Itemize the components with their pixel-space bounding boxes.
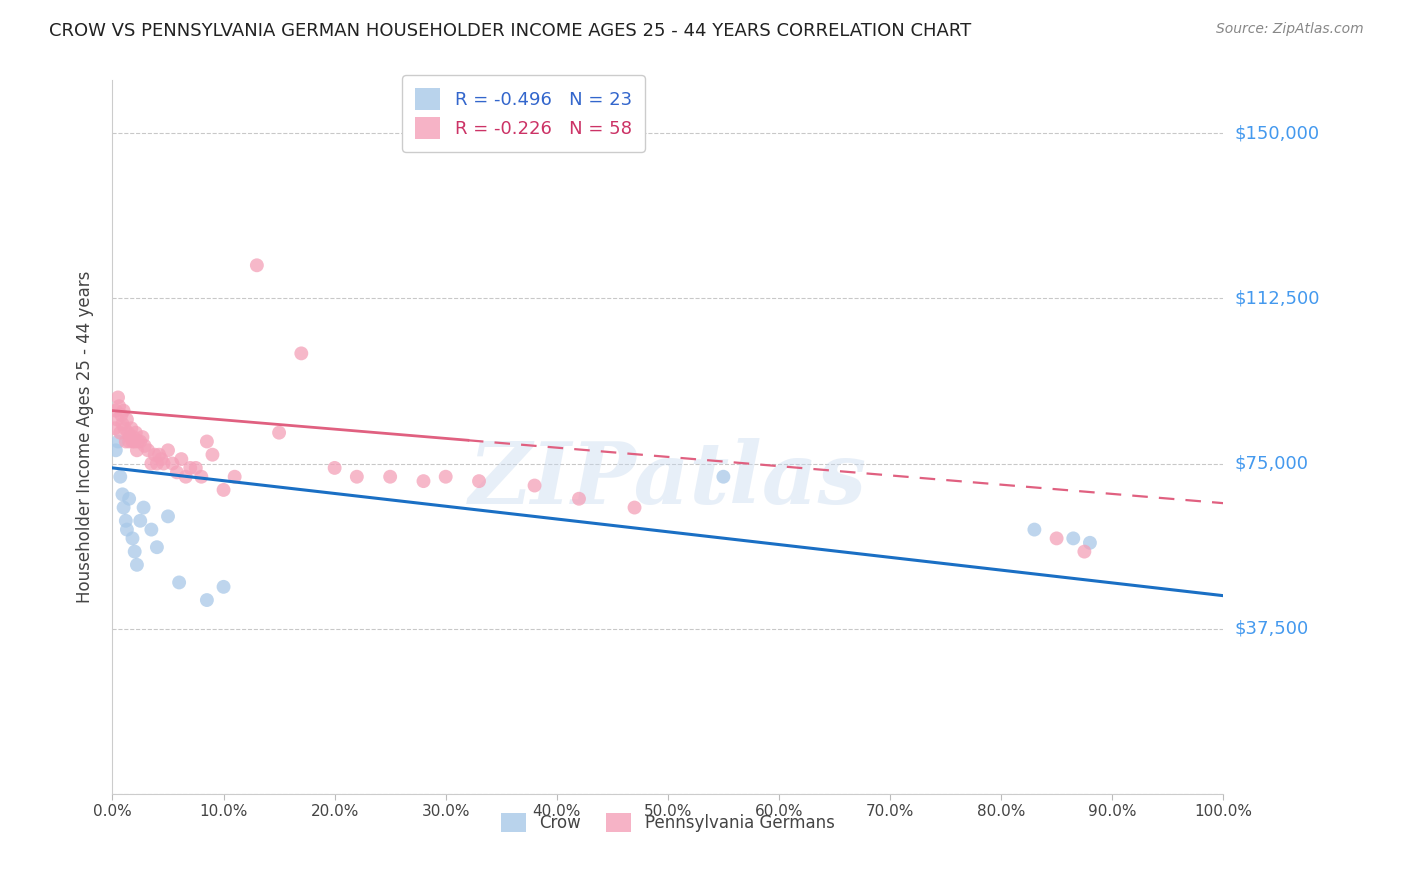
Point [146,540,169,554]
Point [129,434,152,449]
Point [1073,544,1095,558]
Point [108,399,131,413]
Point [104,421,127,435]
Point [129,514,152,528]
Point [166,466,188,480]
Point [124,434,146,449]
Text: $75,000: $75,000 [1234,455,1309,473]
Point [107,434,129,449]
Point [568,491,591,506]
Point [1045,532,1069,546]
Point [117,425,139,440]
Point [105,412,128,426]
Point [112,403,135,417]
Point [141,523,163,537]
Point [131,430,153,444]
Point [132,500,155,515]
Point [157,443,180,458]
Point [167,575,190,590]
Point [120,430,142,444]
Point [125,425,148,440]
Point [623,500,645,515]
Point [136,443,159,458]
Legend: Crow, Pennsylvania Germans: Crow, Pennsylvania Germans [495,806,841,839]
Point [134,439,156,453]
Point [141,457,163,471]
Point [115,523,138,537]
Point [110,469,132,483]
Point [323,461,346,475]
Point [127,434,149,449]
Point [114,514,136,528]
Text: $112,500: $112,500 [1234,289,1320,308]
Text: Source: ZipAtlas.com: Source: ZipAtlas.com [1216,22,1364,37]
Point [190,469,212,483]
Point [112,500,135,515]
Text: $37,500: $37,500 [1234,620,1309,638]
Point [121,434,143,449]
Point [152,457,174,471]
Point [174,469,197,483]
Point [110,425,132,440]
Point [121,532,143,546]
Point [148,448,170,462]
Point [1062,532,1084,546]
Point [107,391,129,405]
Point [412,474,434,488]
Point [346,469,368,483]
Point [179,461,201,475]
Point [162,457,184,471]
Point [290,346,312,360]
Point [1024,523,1046,537]
Point [115,412,138,426]
Point [434,469,457,483]
Point [212,580,235,594]
Point [195,593,218,607]
Point [246,258,269,272]
Point [224,469,246,483]
Text: ZIPatlas: ZIPatlas [468,438,868,522]
Point [124,544,146,558]
Point [212,483,235,497]
Point [267,425,291,440]
Point [110,408,132,422]
Point [111,417,134,431]
Point [150,452,173,467]
Point [184,461,207,475]
Point [122,430,145,444]
Y-axis label: Householder Income Ages 25 - 44 years: Householder Income Ages 25 - 44 years [76,271,94,603]
Point [118,491,141,506]
Point [380,469,402,483]
Point [111,487,134,501]
Point [104,443,127,458]
Point [120,421,142,435]
Point [468,474,491,488]
Point [1078,536,1101,550]
Point [118,434,141,449]
Point [125,558,148,572]
Text: $150,000: $150,000 [1234,124,1319,142]
Point [713,469,735,483]
Point [104,403,127,417]
Point [170,452,193,467]
Point [143,448,166,462]
Point [114,434,136,449]
Point [114,421,136,435]
Text: CROW VS PENNSYLVANIA GERMAN HOUSEHOLDER INCOME AGES 25 - 44 YEARS CORRELATION CH: CROW VS PENNSYLVANIA GERMAN HOUSEHOLDER … [49,22,972,40]
Point [146,457,169,471]
Point [157,509,180,524]
Point [523,478,546,492]
Point [201,448,224,462]
Point [195,434,218,449]
Point [125,443,148,458]
